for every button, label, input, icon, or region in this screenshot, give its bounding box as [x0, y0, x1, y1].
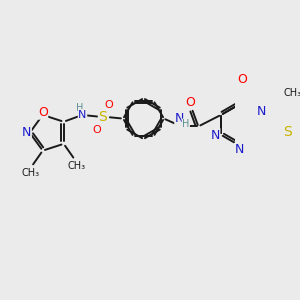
Text: O: O	[237, 73, 247, 86]
Text: CH₃: CH₃	[67, 161, 85, 171]
Text: CH₃: CH₃	[21, 168, 39, 178]
Text: CH₃: CH₃	[284, 88, 300, 98]
Text: N: N	[22, 126, 31, 139]
Text: N: N	[78, 110, 87, 120]
Text: N: N	[234, 143, 244, 156]
Text: S: S	[284, 125, 292, 139]
Text: N: N	[256, 105, 266, 118]
Text: O: O	[105, 100, 113, 110]
Text: N: N	[210, 128, 220, 142]
Text: N: N	[175, 112, 184, 125]
Text: O: O	[38, 106, 48, 119]
Text: O: O	[92, 124, 101, 135]
Text: H: H	[76, 103, 83, 113]
Text: H: H	[182, 119, 190, 129]
Text: O: O	[185, 96, 195, 109]
Text: S: S	[98, 110, 107, 124]
